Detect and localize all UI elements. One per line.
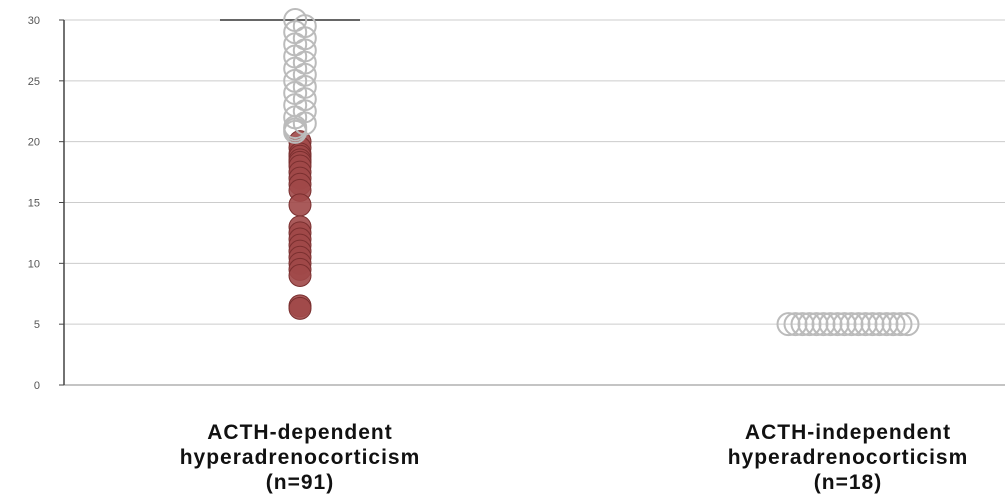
- y-tick-label: 15: [28, 198, 40, 210]
- data-point-filled: [288, 296, 312, 320]
- y-tick-label: 5: [34, 319, 40, 331]
- category-label: hyperadrenocorticism: [180, 446, 421, 469]
- category-label: hyperadrenocorticism: [728, 446, 969, 469]
- data-point-open: [895, 312, 920, 337]
- category-label: (n=18): [814, 471, 882, 494]
- y-tick-label: 10: [28, 258, 40, 270]
- y-tick-label: 20: [28, 137, 40, 149]
- data-point-open: [283, 119, 308, 144]
- category-label: ACTH-independent: [745, 421, 951, 444]
- y-tick-label: 25: [28, 76, 40, 88]
- category-label: (n=91): [266, 471, 334, 494]
- data-point-open: [888, 312, 913, 337]
- data-point-filled: [288, 193, 312, 217]
- y-axis-ticks: 0 5 10 15 20 25 30: [28, 15, 64, 392]
- y-tick-label: 30: [28, 15, 40, 27]
- category-label: ACTH-dependent: [207, 421, 393, 444]
- y-tick-label: 0: [34, 380, 40, 392]
- data-points: [283, 8, 920, 337]
- data-point-filled: [288, 264, 312, 287]
- data-point-open: [881, 312, 906, 337]
- category-labels: ACTH-dependenthyperadrenocorticism(n=91)…: [180, 421, 969, 494]
